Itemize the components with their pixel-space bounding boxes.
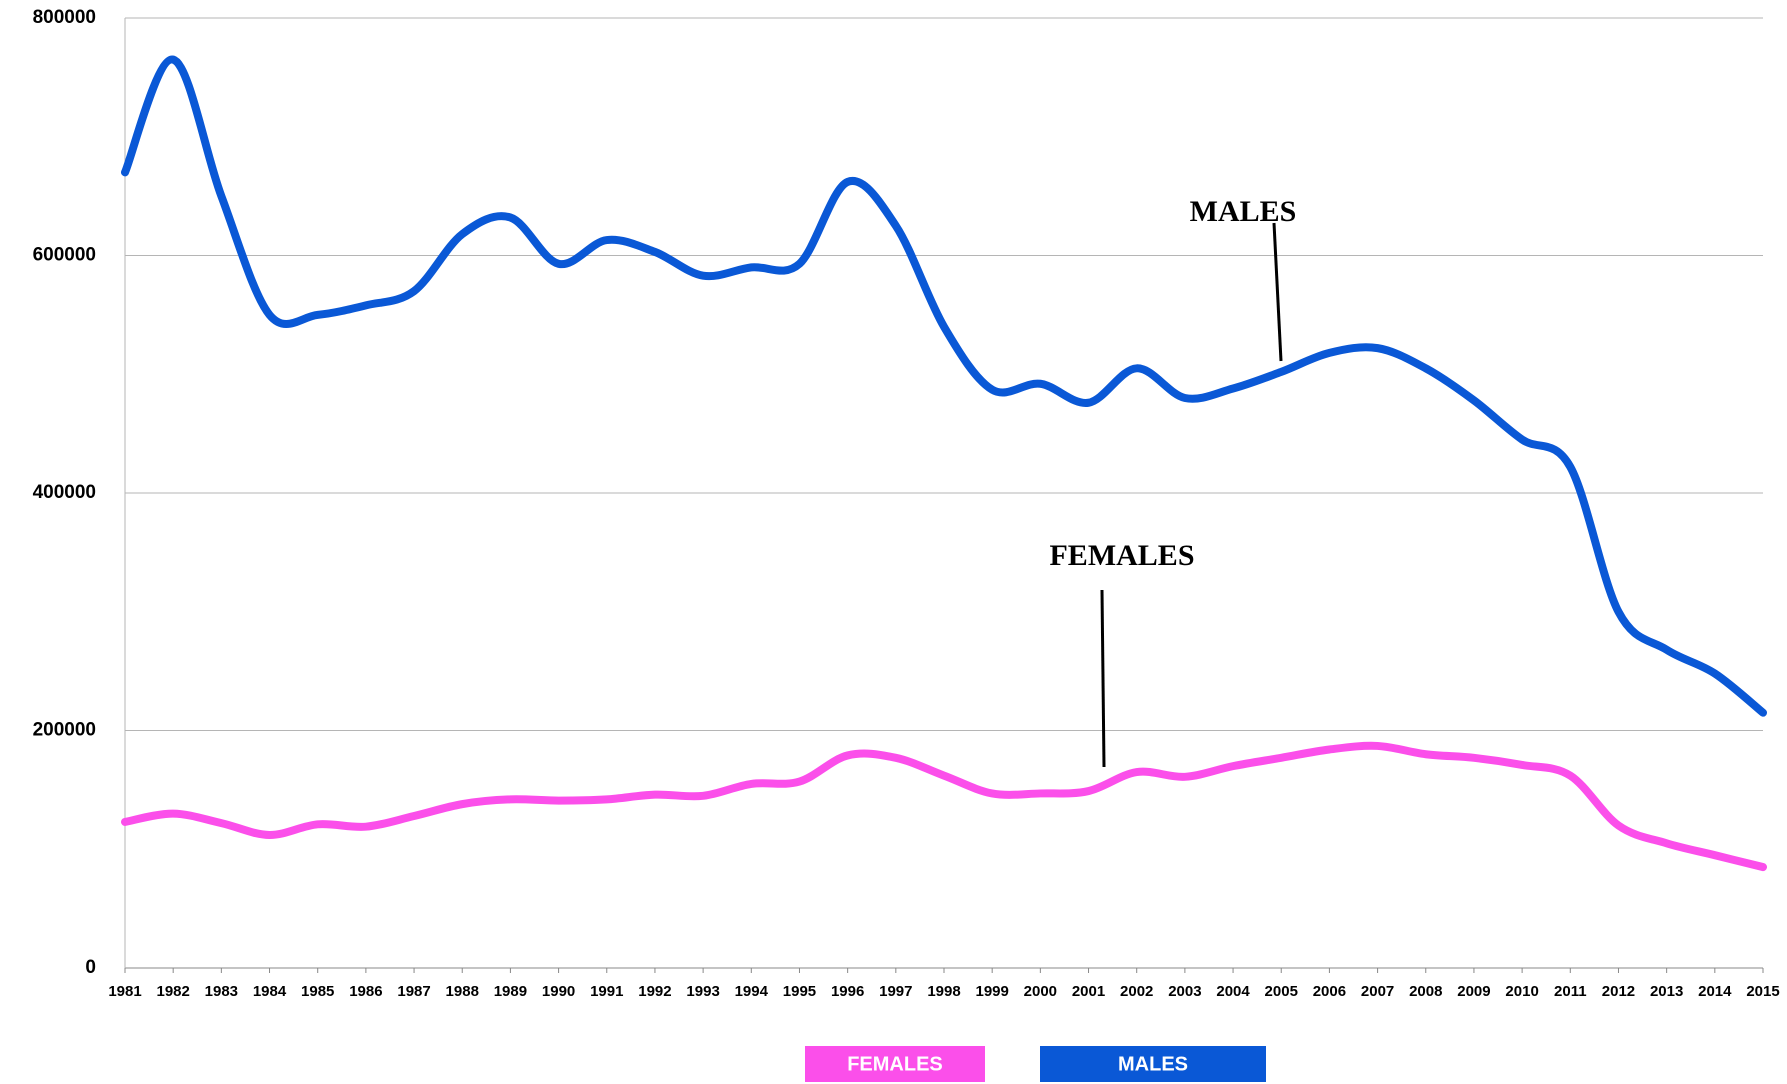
x-tick-label: 1986 (349, 983, 382, 1000)
x-tick-label: 1997 (879, 983, 912, 1000)
x-tick-label: 2007 (1361, 983, 1394, 1000)
y-tick-label: 200000 (33, 720, 96, 741)
x-tick-label: 2003 (1168, 983, 1201, 1000)
legend-swatch (805, 1046, 985, 1082)
x-tick-label: 1999 (975, 983, 1008, 1000)
series-line (121, 741, 1767, 872)
y-tick-label: 800000 (33, 7, 96, 28)
x-tick-label: 2006 (1313, 983, 1346, 1000)
x-tick-label: 1998 (927, 983, 960, 1000)
x-tick-label: 1982 (156, 983, 189, 1000)
annotation-line (1100, 589, 1106, 768)
x-tick-label: 2015 (1746, 983, 1779, 1000)
x-tick-label: 2005 (1265, 983, 1298, 1000)
x-tick-label: 1988 (446, 983, 479, 1000)
annotation: FEMALES (1049, 539, 1194, 572)
x-tick-label: 1996 (831, 983, 864, 1000)
x-tick-label: 2008 (1409, 983, 1442, 1000)
x-tick-label: 2000 (1024, 983, 1057, 1000)
x-tick-label: 2009 (1457, 983, 1490, 1000)
x-tick-label: 2010 (1505, 983, 1538, 1000)
annotation: MALES (1190, 195, 1297, 228)
series-line (121, 55, 1767, 717)
legend-label: MALES (1118, 1053, 1188, 1075)
annotation-line (1272, 222, 1283, 362)
x-tick-label: 1983 (205, 983, 238, 1000)
x-tick-label: 1990 (542, 983, 575, 1000)
x-tick-label: 1994 (735, 983, 769, 1000)
x-tick-label: 1984 (253, 983, 287, 1000)
x-tick-label: 2013 (1650, 983, 1683, 1000)
x-tick-label: 1985 (301, 983, 334, 1000)
x-tick-label: 1992 (638, 983, 671, 1000)
x-tick-label: 2014 (1698, 983, 1732, 1000)
x-tick-label: 1987 (397, 983, 430, 1000)
x-tick-label: 2004 (1216, 983, 1250, 1000)
legend-swatch (1040, 1046, 1266, 1082)
legend-label: FEMALES (847, 1053, 943, 1075)
x-tick-label: 1981 (108, 983, 141, 1000)
x-tick-label: 1989 (494, 983, 527, 1000)
x-tick-label: 1995 (783, 983, 816, 1000)
x-tick-label: 2012 (1602, 983, 1635, 1000)
x-tick-label: 2002 (1120, 983, 1153, 1000)
y-tick-label: 400000 (33, 482, 96, 503)
x-tick-label: 2001 (1072, 983, 1105, 1000)
x-tick-label: 1991 (590, 983, 623, 1000)
x-tick-label: 1993 (686, 983, 719, 1000)
x-tick-label: 2011 (1554, 983, 1587, 1000)
y-tick-label: 0 (85, 957, 96, 978)
y-tick-label: 600000 (33, 245, 96, 266)
